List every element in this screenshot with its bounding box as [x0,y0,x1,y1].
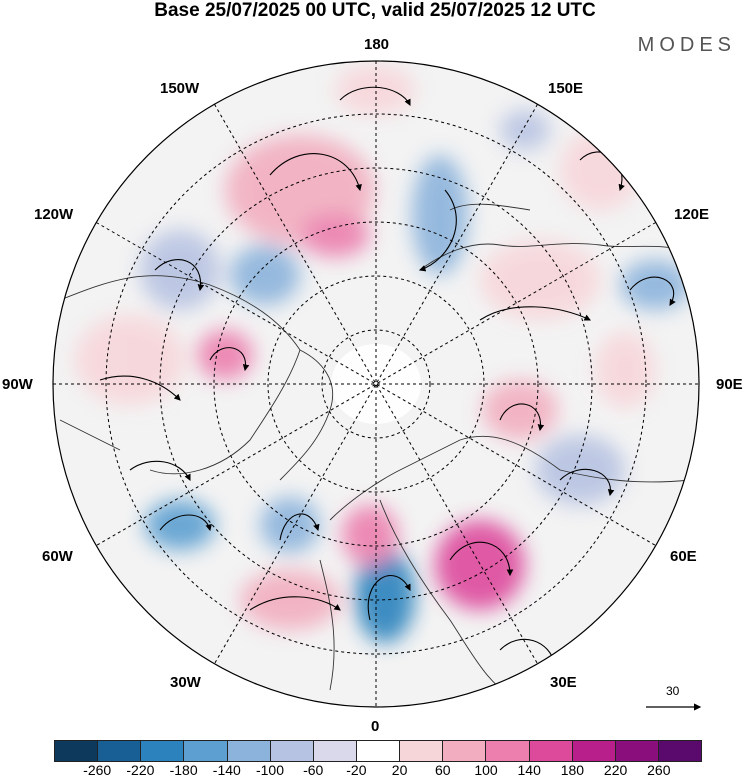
stream-line [339,86,411,106]
graticule [53,61,699,707]
colorbar-tick-label: 100 [474,762,498,778]
colorbar-tick-label: -20 [346,762,367,778]
colorbar-tick-label: -220 [126,762,155,778]
anomaly-pacific-high-core [300,213,370,257]
map-boundary [52,60,700,708]
stream-line [159,514,212,532]
colorbar-swatch [485,741,529,761]
longitude-label: 180 [364,36,390,53]
longitude-label: 90E [716,376,743,393]
colorbar-swatch [355,741,400,761]
anomaly-pacific-ridge [75,315,185,405]
stream-line [129,460,191,481]
latitude-circle [267,275,485,493]
longitude-label: 150E [548,80,584,97]
stream-line [499,403,545,432]
colorbar-tick-label: 220 [603,762,628,778]
longitude-label: 120E [674,206,710,223]
latitude-circle [159,167,593,601]
colorbar-tick-label: -140 [212,762,241,778]
stream-line [449,541,514,577]
anomaly-siberian-low [412,155,468,275]
longitude-label: 90W [2,376,33,393]
colorbar-tick-label: 60 [435,762,451,778]
stream-line [479,306,591,321]
colorbar-swatch [312,741,356,761]
stream-line [154,259,205,292]
anomaly-ural-high [482,380,558,440]
latitude-circle [105,113,647,655]
longitude-label: 0 [371,718,380,735]
colorbar-swatch [657,741,702,761]
stream-line [249,596,341,611]
colorbar-swatch [55,741,98,761]
stream-line [269,153,362,192]
colorbar-tick-label: -60 [303,762,324,778]
vector-scale-label: 30 [666,684,680,698]
anomaly-field [75,65,690,643]
stream-line [559,468,615,497]
stream-line [279,513,320,541]
anomaly-kamchatka-low [500,110,550,150]
anomaly-mongolia-high [595,332,655,408]
anomaly-norway-high [342,505,398,565]
colorbar-swatch [140,741,184,761]
colorbar-swatch [183,741,227,761]
colorbar-swatch [97,741,141,761]
colorbar-tick-label: 140 [517,762,541,778]
anomaly-europe-high [435,520,525,610]
stream-line [619,592,672,617]
anomaly-north-pacific [335,65,415,115]
page-title: Base 25/07/2025 00 UTC, valid 25/07/2025… [154,0,596,21]
longitude-label: 150W [160,80,200,97]
stream-line [99,375,181,401]
longitude-label: 60W [42,548,73,565]
colorbar-tick-label: -260 [83,762,112,778]
colorbar-swatch [226,741,270,761]
anomaly-nao-ridge [240,570,340,630]
colorbar-swatch [442,741,486,761]
brand-logo: MODES [637,34,736,56]
colorbar-tick-label: 180 [560,762,585,778]
stream-line [367,575,411,621]
anomaly-okhotsk-low [620,260,690,310]
anomaly-siberia-ridge [480,240,600,320]
anomaly-labrador-low [145,500,215,550]
longitude-label: 120W [34,206,74,223]
stream-line [418,189,457,272]
latitude-circle [213,221,539,547]
latitude-circle [321,329,431,439]
colorbar-swatch [571,741,615,761]
colorbar-swatch [528,741,572,761]
longitude-label: 30E [550,674,577,691]
anomaly-alaska-low [140,230,220,310]
colorbar-swatch [269,741,313,761]
colorbar-ticks: -260 -220 -180 -140 -100 -60 -20 20 60 100 140 180 2… [54,762,702,782]
colorbar [54,740,702,762]
longitude-label: 60E [670,548,697,565]
longitude-label: 30W [170,674,201,691]
vector-scale: 30 [644,684,704,714]
anomaly-bering-low [230,245,300,305]
colorbar-swatch [399,741,443,761]
colorbar-tick-label: -180 [169,762,198,778]
colorbar-tick-label: 20 [391,762,408,778]
anomaly-greenland-low [260,497,320,553]
colorbar-tick-label: 260 [647,762,671,778]
pole-region [331,344,421,424]
anomaly-canada-high [197,330,253,380]
stream-line [209,347,250,372]
colorbar-tick-label: -100 [255,762,285,778]
colorbar-swatch [614,741,658,761]
stream-line [629,276,676,306]
